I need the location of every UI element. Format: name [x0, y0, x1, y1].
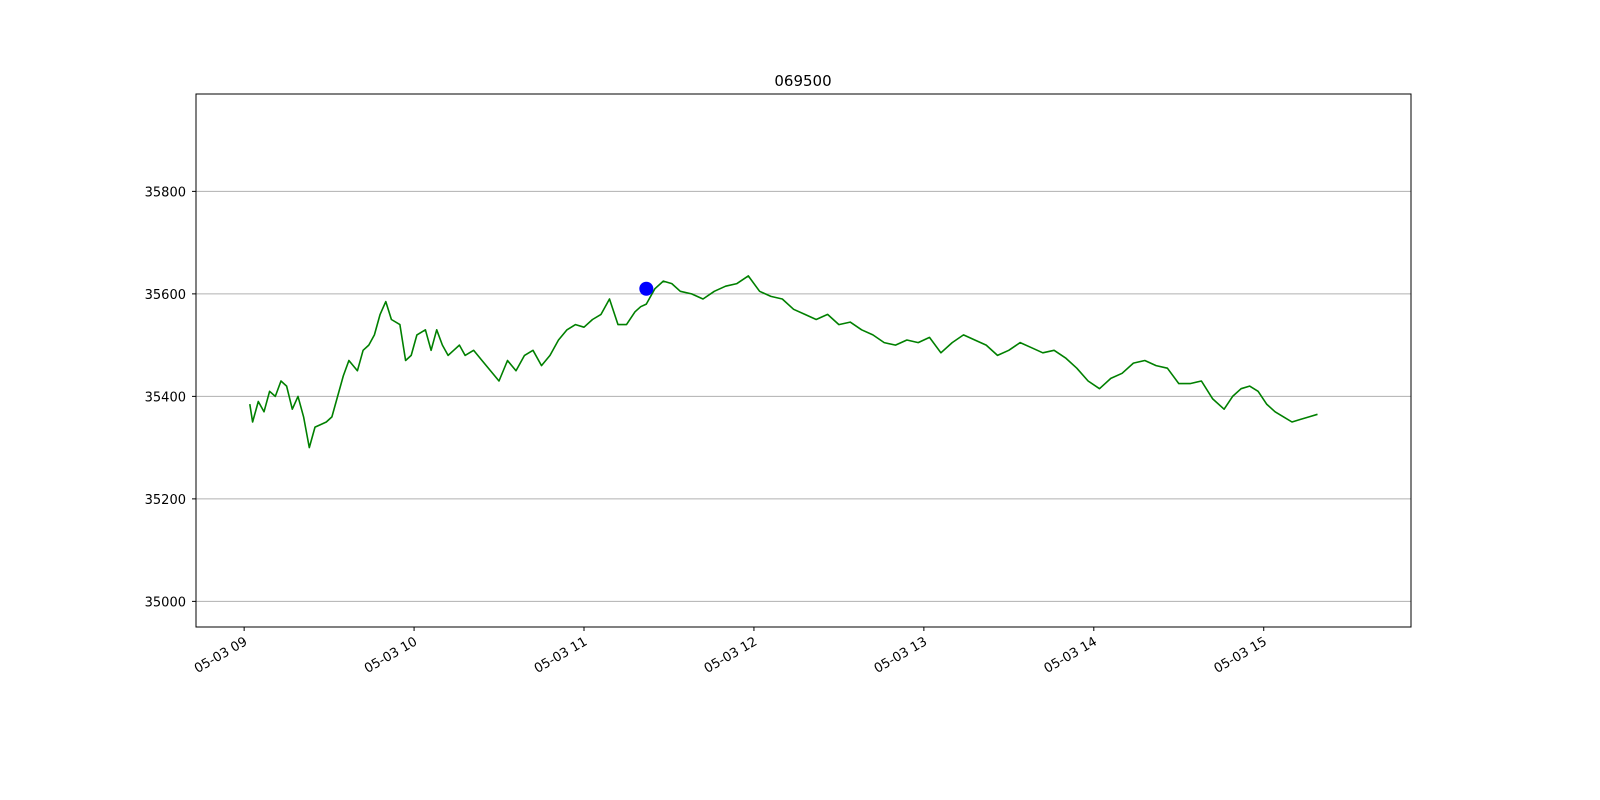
series-line [249, 275, 1318, 449]
x-tick-label: 05-03 09 [192, 634, 250, 676]
marker-layer [639, 281, 654, 296]
x-tick-label: 05-03 13 [872, 634, 930, 676]
x-axis: 05-03 09 05-03 10 05-03 11 05-03 12 05-03 13… [192, 627, 1270, 677]
y-tick-label: 35400 [145, 390, 186, 405]
x-tick-label: 05-03 10 [362, 634, 420, 676]
y-axis: 35000 35200 35400 35600 35800 [145, 185, 196, 610]
x-tick-label: 05-03 15 [1212, 634, 1270, 676]
y-tick-label: 35200 [145, 493, 186, 508]
y-tick-label: 35600 [145, 288, 186, 303]
x-tick-label: 05-03 12 [702, 634, 760, 676]
y-tick-label: 35800 [145, 185, 186, 200]
grid-lines [196, 190, 1411, 602]
chart-title: 069500 [774, 72, 831, 90]
x-tick-label: 05-03 14 [1042, 634, 1100, 676]
plot-frame [195, 93, 1412, 628]
x-tick-label: 05-03 11 [532, 634, 590, 676]
y-tick-label: 35000 [145, 595, 186, 610]
data-marker [639, 281, 654, 296]
series-layer [249, 275, 1318, 449]
